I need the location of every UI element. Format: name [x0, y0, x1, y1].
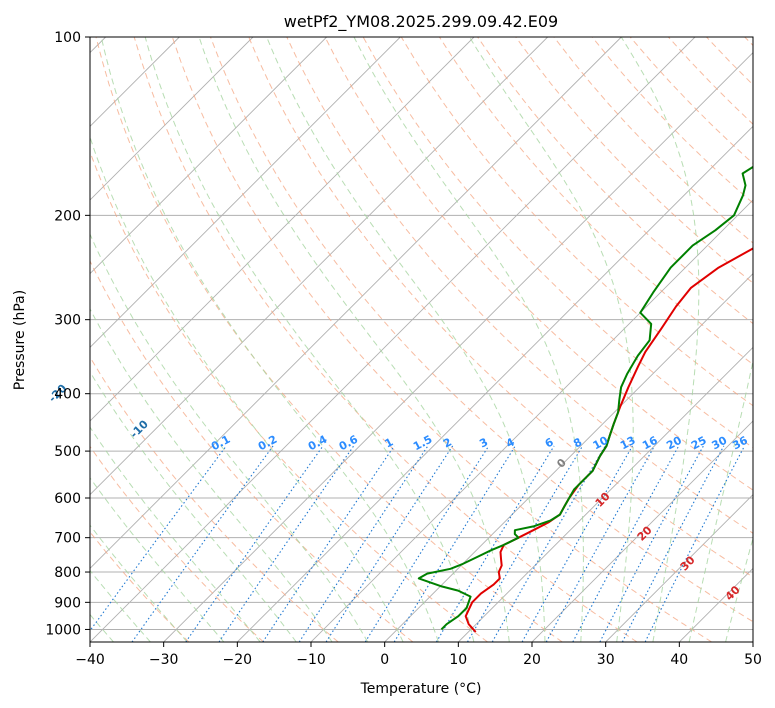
y-tick-label: 900	[54, 595, 81, 611]
adiabat-lines	[90, 37, 753, 642]
isotherm-20	[531, 420, 753, 642]
mixing-ratio-label: 36	[730, 434, 750, 453]
moist-adiabat	[144, 37, 475, 642]
moist-adiabat	[90, 370, 297, 642]
mixing-ratio-line	[435, 445, 555, 642]
y-axis-label: Pressure (hPa)	[12, 290, 28, 390]
x-tick-label: −30	[149, 652, 179, 668]
dry-adiabat	[90, 259, 414, 642]
moist-adiabat	[469, 37, 634, 642]
x-tick-label: 30	[597, 652, 615, 668]
y-tick-label: 1000	[45, 622, 81, 638]
plot-background	[90, 37, 753, 642]
y-tick-label: 700	[54, 531, 81, 547]
moist-adiabat	[725, 536, 753, 642]
isotherm--50	[90, 37, 622, 569]
x-tick-label: 0	[380, 652, 389, 668]
y-tick-label: 400	[54, 387, 81, 403]
mixing-ratio-line	[621, 445, 725, 642]
isotherm--100	[90, 37, 254, 201]
moist-adiabat	[266, 37, 546, 642]
x-tick-label: 20	[523, 652, 541, 668]
dry-adiabat	[324, 37, 753, 491]
x-tick-label: −10	[296, 652, 326, 668]
mixing-ratio-line	[131, 445, 274, 642]
mixing-ratio-line	[325, 445, 454, 642]
mixing-ratio-line	[521, 445, 633, 642]
mixing-ratio-label: 16	[640, 434, 660, 453]
x-tick-label: 10	[449, 652, 467, 668]
dry-adiabat	[171, 37, 712, 642]
moist-adiabat	[353, 37, 584, 642]
dry-adiabat	[515, 37, 753, 284]
mixing-ratio-label: 13	[618, 434, 638, 453]
mixing-ratio-line	[185, 445, 324, 642]
dry-adiabat	[90, 445, 264, 642]
isotherm--20	[237, 125, 753, 642]
plot-frame	[89, 36, 754, 643]
isotherm--70	[90, 37, 475, 422]
moist-adiabat	[90, 426, 261, 642]
isotherm-0	[384, 273, 753, 642]
dry-adiabat	[133, 37, 638, 642]
dry-adiabat	[90, 356, 339, 642]
mixing-ratio-line	[393, 445, 516, 642]
mixing-ratio-line	[644, 445, 746, 642]
isotherm--30	[163, 52, 753, 642]
mixing-ratio-label: 30	[710, 434, 730, 453]
moist-adiabat	[90, 524, 188, 642]
mixing-ratio-line	[218, 445, 355, 642]
mixing-ratio-label: 25	[689, 434, 709, 453]
isotherm--90	[90, 37, 327, 275]
moist-adiabat	[620, 37, 700, 642]
dry-adiabat	[95, 37, 563, 642]
y-tick-label: 300	[54, 313, 81, 329]
mixing-ratio-line	[262, 445, 395, 642]
moist-adiabat	[688, 358, 753, 642]
dry-adiabat	[248, 37, 753, 578]
profile-lines	[417, 165, 753, 633]
x-tick-label: −40	[75, 652, 105, 668]
y-tick-label: 100	[54, 30, 81, 46]
dewpoint-line	[417, 165, 753, 631]
grid-lines	[90, 37, 753, 642]
x-tick-label: −20	[223, 652, 253, 668]
x-tick-label: 40	[670, 652, 688, 668]
isotherm-50	[752, 641, 753, 642]
mixing-ratio-line	[467, 445, 584, 642]
y-tick-label: 800	[54, 565, 81, 581]
mixing-ratio-line	[298, 445, 429, 642]
isotherm-30	[605, 494, 753, 642]
x-axis-label: Temperature (°C)	[360, 681, 482, 697]
x-axis-ticks: −40 −30 −20 −10 0 10 20 30 40 50	[75, 642, 762, 668]
y-tick-label: 600	[54, 491, 81, 507]
isotherm--60	[90, 37, 548, 496]
y-tick-label: 500	[54, 444, 81, 460]
isotherm--80	[90, 37, 401, 348]
moist-adiabat	[90, 232, 369, 642]
mixing-ratio-label: 20	[664, 434, 684, 453]
dry-adiabat	[210, 37, 753, 623]
dry-adiabat	[286, 37, 753, 534]
isotherm-10	[458, 346, 753, 642]
chart-title: wetPf2_YM08.2025.299.09.42.E09	[284, 12, 558, 32]
x-tick-label: 50	[744, 652, 762, 668]
y-axis-ticks: 100 200 300 400 500 600 700 800 900 1000	[45, 30, 90, 638]
y-tick-label: 200	[54, 208, 81, 224]
mixing-ratio-label: 10	[591, 434, 611, 453]
isotherm--40	[90, 37, 696, 642]
moist-adiabat	[198, 37, 510, 642]
moist-adiabat	[100, 37, 439, 642]
moist-adiabat	[90, 476, 225, 642]
moist-adiabat	[90, 308, 333, 642]
mixing-ratio-line	[545, 445, 656, 642]
mixing-ratio-line	[364, 445, 490, 642]
